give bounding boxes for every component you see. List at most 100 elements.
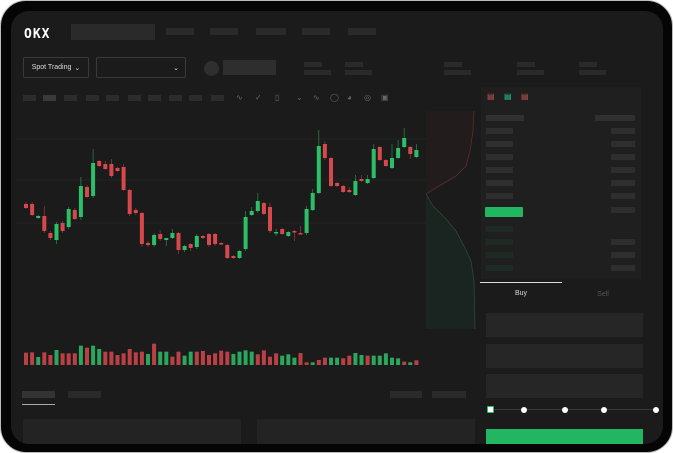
volume-bar	[286, 354, 291, 365]
candle-body	[249, 211, 254, 215]
screen: OKX Spot Trading ⌄ ⌄ ∿ ✓ ▯ ⌄ ∿ ◯ ◕ ◎ ▣	[11, 11, 663, 444]
filter-button[interactable]	[390, 391, 422, 398]
pair-select[interactable]: ⌄	[96, 57, 186, 78]
bid-amount	[611, 265, 635, 271]
slider-stop-75[interactable]	[601, 407, 607, 413]
volume-bar	[280, 355, 285, 365]
candle-body	[66, 209, 71, 227]
nav-item[interactable]	[210, 28, 238, 35]
amount-input[interactable]	[486, 344, 643, 368]
volume-bar	[268, 356, 272, 365]
volume-bar	[359, 355, 364, 365]
candle-body	[182, 246, 187, 250]
volume-bar	[261, 350, 266, 365]
stat-value	[579, 70, 606, 75]
candle-body	[390, 158, 394, 168]
volume-bar	[207, 355, 211, 365]
slider-track[interactable]	[491, 409, 656, 410]
timeframe-button[interactable]	[43, 95, 56, 101]
tab-sell[interactable]: Sell	[597, 291, 609, 298]
slider-stop-50[interactable]	[562, 407, 568, 413]
timeframe-button[interactable]	[106, 95, 119, 101]
candle-body	[414, 150, 419, 157]
volume-bar	[85, 347, 89, 365]
ask-line	[426, 111, 475, 195]
candle-body	[322, 144, 327, 158]
spot-trading-button[interactable]: Spot Trading ⌄	[23, 57, 89, 78]
candle-icon[interactable]: ▯	[275, 93, 280, 102]
chevron-down-icon: ⌄	[173, 64, 179, 72]
timeframe-button[interactable]	[211, 95, 224, 101]
candle-body	[54, 224, 59, 240]
nav-item[interactable]	[302, 28, 330, 35]
chart-type-icon[interactable]: ✓	[255, 93, 262, 102]
ruler-icon[interactable]: ◯	[330, 93, 339, 102]
slider-stop-100[interactable]	[653, 407, 659, 413]
orderbook-both-icon[interactable]: ▤	[487, 92, 495, 101]
volume-bar	[48, 355, 53, 365]
candle-body	[97, 161, 102, 166]
volume-bar	[225, 351, 230, 365]
search-bar[interactable]	[71, 24, 155, 40]
nav-item[interactable]	[256, 28, 286, 35]
chevron-down-icon[interactable]: ⌄	[296, 93, 303, 102]
volume-bar	[255, 354, 260, 365]
active-tab-underline	[480, 282, 562, 283]
bid-price	[486, 226, 513, 232]
volume-bar	[78, 345, 83, 365]
tab-buy[interactable]: Buy	[514, 290, 528, 297]
nav-item[interactable]	[166, 28, 194, 35]
total-input[interactable]	[486, 374, 643, 398]
okx-logo[interactable]: OKX	[24, 27, 51, 42]
orderbook-bids-icon[interactable]: ▤	[504, 92, 512, 101]
tab-order-history[interactable]	[68, 391, 101, 398]
volume-bar	[115, 355, 120, 365]
timeframe-button[interactable]	[128, 95, 141, 101]
candle-body	[219, 243, 224, 245]
volume-bar	[24, 352, 28, 365]
candle-body	[213, 234, 218, 244]
timeframe-button[interactable]	[23, 95, 36, 101]
timeframe-button[interactable]	[169, 95, 182, 101]
ask-area	[426, 111, 474, 194]
volume-bar	[353, 353, 358, 365]
tab-open-orders[interactable]	[22, 391, 55, 398]
volume-bar	[237, 351, 242, 365]
volume-bar	[182, 355, 187, 365]
buy-button[interactable]	[486, 429, 643, 444]
candlestick-chart[interactable]	[16, 111, 426, 371]
ask-amount	[611, 128, 635, 134]
orderbook-asks-icon[interactable]: ▤	[521, 92, 529, 101]
volume-bar	[383, 353, 388, 365]
timeframe-button[interactable]	[148, 95, 161, 101]
volume-bar	[304, 362, 309, 365]
volume-bar	[213, 353, 218, 365]
fullscreen-icon[interactable]: ▣	[381, 93, 389, 102]
candle-body	[292, 231, 297, 233]
timeframe-button[interactable]	[86, 95, 99, 101]
slider-handle[interactable]	[487, 406, 494, 413]
line-tool-icon[interactable]: ∿	[313, 93, 320, 102]
candle-body	[408, 147, 413, 154]
indicator-icon[interactable]: ∿	[236, 93, 243, 102]
camera-icon[interactable]: ◕	[347, 93, 352, 102]
filter-button[interactable]	[432, 391, 466, 398]
volume-bar	[194, 351, 199, 365]
candle-body	[42, 216, 47, 231]
volume-bar	[371, 355, 376, 365]
settings-icon[interactable]: ◎	[364, 93, 371, 102]
candle-body	[286, 232, 291, 236]
candle-body	[280, 229, 285, 234]
nav-item[interactable]	[348, 28, 376, 35]
timeframe-button[interactable]	[189, 95, 202, 101]
timeframe-button[interactable]	[64, 95, 77, 101]
candle-body	[335, 183, 340, 186]
candle-body	[261, 203, 266, 214]
volume-bar	[310, 362, 315, 365]
stat-label	[304, 62, 322, 67]
slider-stop-25[interactable]	[521, 407, 527, 413]
candle-body	[24, 204, 28, 208]
volume-bar	[219, 350, 224, 365]
price-input[interactable]	[486, 313, 643, 337]
candle-body	[243, 217, 248, 249]
